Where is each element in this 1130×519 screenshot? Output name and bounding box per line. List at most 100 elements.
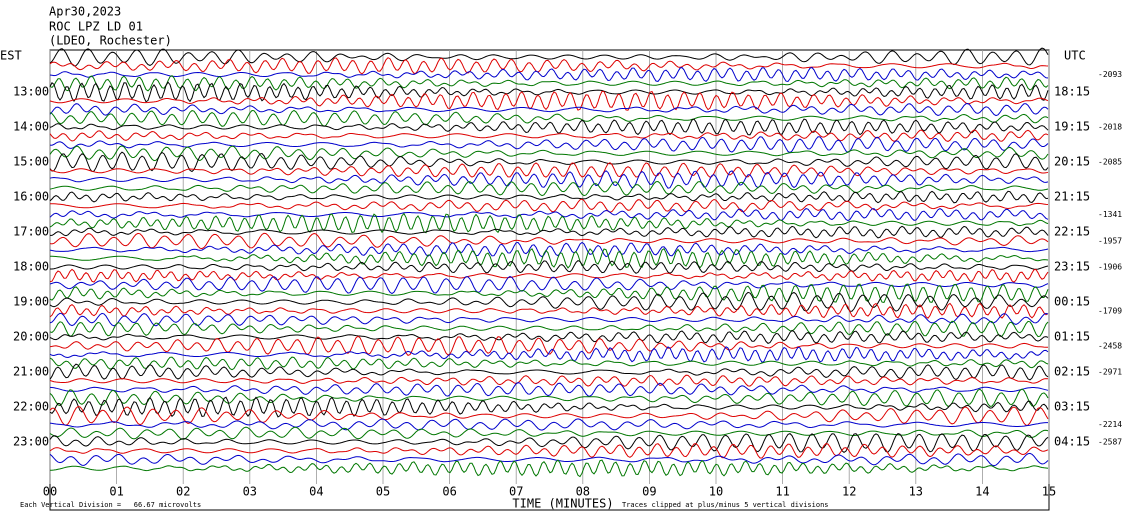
trace-offset: -2085 <box>1098 158 1122 167</box>
trace <box>49 57 1049 75</box>
trace <box>49 388 1049 407</box>
left-hour-label: 19:00 <box>13 295 49 309</box>
trace <box>49 396 1049 418</box>
scale-note: Each Vertical Division = 66.67 microvolt… <box>20 501 201 509</box>
trace-offset: -2214 <box>1098 420 1122 429</box>
trace <box>49 232 1049 250</box>
x-tick-label: 15 <box>1042 485 1056 499</box>
x-tick-label: 08 <box>576 485 590 499</box>
trace <box>49 443 1049 459</box>
trace <box>49 90 1049 111</box>
trace <box>49 145 1049 162</box>
right-hour-label: 02:15 <box>1054 365 1090 379</box>
trace <box>49 433 1049 454</box>
trace <box>49 136 1049 154</box>
x-tick-label: 13 <box>909 485 923 499</box>
trace <box>49 66 1049 83</box>
trace <box>49 47 1049 67</box>
x-tick-label: 10 <box>709 485 723 499</box>
trace-offset: -1957 <box>1098 236 1122 245</box>
left-hour-label: 14:00 <box>13 120 49 134</box>
trace <box>49 405 1049 426</box>
x-tick-label: 11 <box>775 485 789 499</box>
left-hour-label: 22:00 <box>13 400 49 414</box>
trace <box>49 346 1049 363</box>
right-hour-label: 19:15 <box>1054 120 1090 134</box>
trace <box>49 382 1049 397</box>
right-hour-label: 21:15 <box>1054 190 1090 204</box>
traces <box>49 47 1049 478</box>
left-axis-title: EST <box>0 49 22 63</box>
x-tick-label: 14 <box>975 485 989 499</box>
x-tick-label: 09 <box>642 485 656 499</box>
trace <box>50 260 1049 274</box>
x-tick-label: 06 <box>442 485 456 499</box>
right-hour-label: 23:15 <box>1054 260 1090 274</box>
trace <box>49 190 1049 204</box>
right-hour-label: 01:15 <box>1054 330 1090 344</box>
left-hour-label: 13:00 <box>13 85 49 99</box>
trace <box>49 102 1049 117</box>
network: (LDEO, Rochester) <box>49 34 172 48</box>
right-hour-label: 20:15 <box>1054 155 1090 169</box>
trace <box>49 363 1049 381</box>
trace <box>49 302 1049 319</box>
station: ROC LPZ LD 01 <box>49 20 143 34</box>
trace <box>49 208 1049 222</box>
trace <box>50 459 1049 478</box>
x-tick-label: 01 <box>109 485 123 499</box>
trace <box>49 118 1049 136</box>
trace <box>49 162 1049 178</box>
trace <box>49 356 1049 371</box>
x-tick-label: 02 <box>176 485 190 499</box>
trace <box>50 198 1049 213</box>
trace-offset: -1341 <box>1098 210 1122 219</box>
trace-offset: -2587 <box>1098 438 1122 447</box>
trace <box>49 452 1049 467</box>
trace <box>49 151 1049 173</box>
trace <box>50 225 1049 239</box>
trace-offset: -1709 <box>1098 306 1122 315</box>
trace <box>49 109 1049 127</box>
x-tick-label: 04 <box>309 485 323 499</box>
trace <box>49 335 1049 356</box>
right-hour-label: 04:15 <box>1054 435 1090 449</box>
right-hour-label: 00:15 <box>1054 295 1090 309</box>
x-axis-title: TIME (MINUTES) <box>512 497 613 511</box>
trace <box>49 374 1049 387</box>
trace-offset: -1906 <box>1098 263 1122 272</box>
left-hour-label: 21:00 <box>13 365 49 379</box>
trace <box>49 74 1049 92</box>
left-hour-label: 16:00 <box>13 190 49 204</box>
right-hour-label: 22:15 <box>1054 225 1090 239</box>
trace <box>49 275 1049 295</box>
x-tick-label: 05 <box>376 485 390 499</box>
trace <box>49 247 1049 269</box>
x-tick-label: 07 <box>509 485 523 499</box>
grid <box>49 50 1050 484</box>
trace <box>49 320 1049 338</box>
x-tick-label: 03 <box>243 485 257 499</box>
date: Apr30,2023 <box>49 5 121 19</box>
trace <box>49 170 1049 189</box>
x-tick-label: 00 <box>43 485 57 499</box>
trace <box>49 312 1049 327</box>
trace <box>49 81 1049 103</box>
left-hour-label: 18:00 <box>13 260 49 274</box>
x-tick-label: 12 <box>842 485 856 499</box>
trace-offset: -2093 <box>1098 70 1122 79</box>
trace <box>49 268 1049 283</box>
trace <box>49 129 1049 142</box>
trace-offset: -2018 <box>1098 123 1122 132</box>
trace <box>49 283 1049 303</box>
right-axis-title: UTC <box>1064 49 1086 63</box>
right-hour-label: 18:15 <box>1054 85 1090 99</box>
trace <box>49 291 1049 312</box>
left-hour-label: 23:00 <box>13 435 49 449</box>
trace-offset: -2971 <box>1098 368 1122 377</box>
clip-note: Traces clipped at plus/minus 5 vertical … <box>622 501 829 509</box>
trace <box>49 426 1049 440</box>
trace <box>49 212 1049 234</box>
trace <box>49 241 1049 258</box>
right-hour-label: 03:15 <box>1054 400 1090 414</box>
